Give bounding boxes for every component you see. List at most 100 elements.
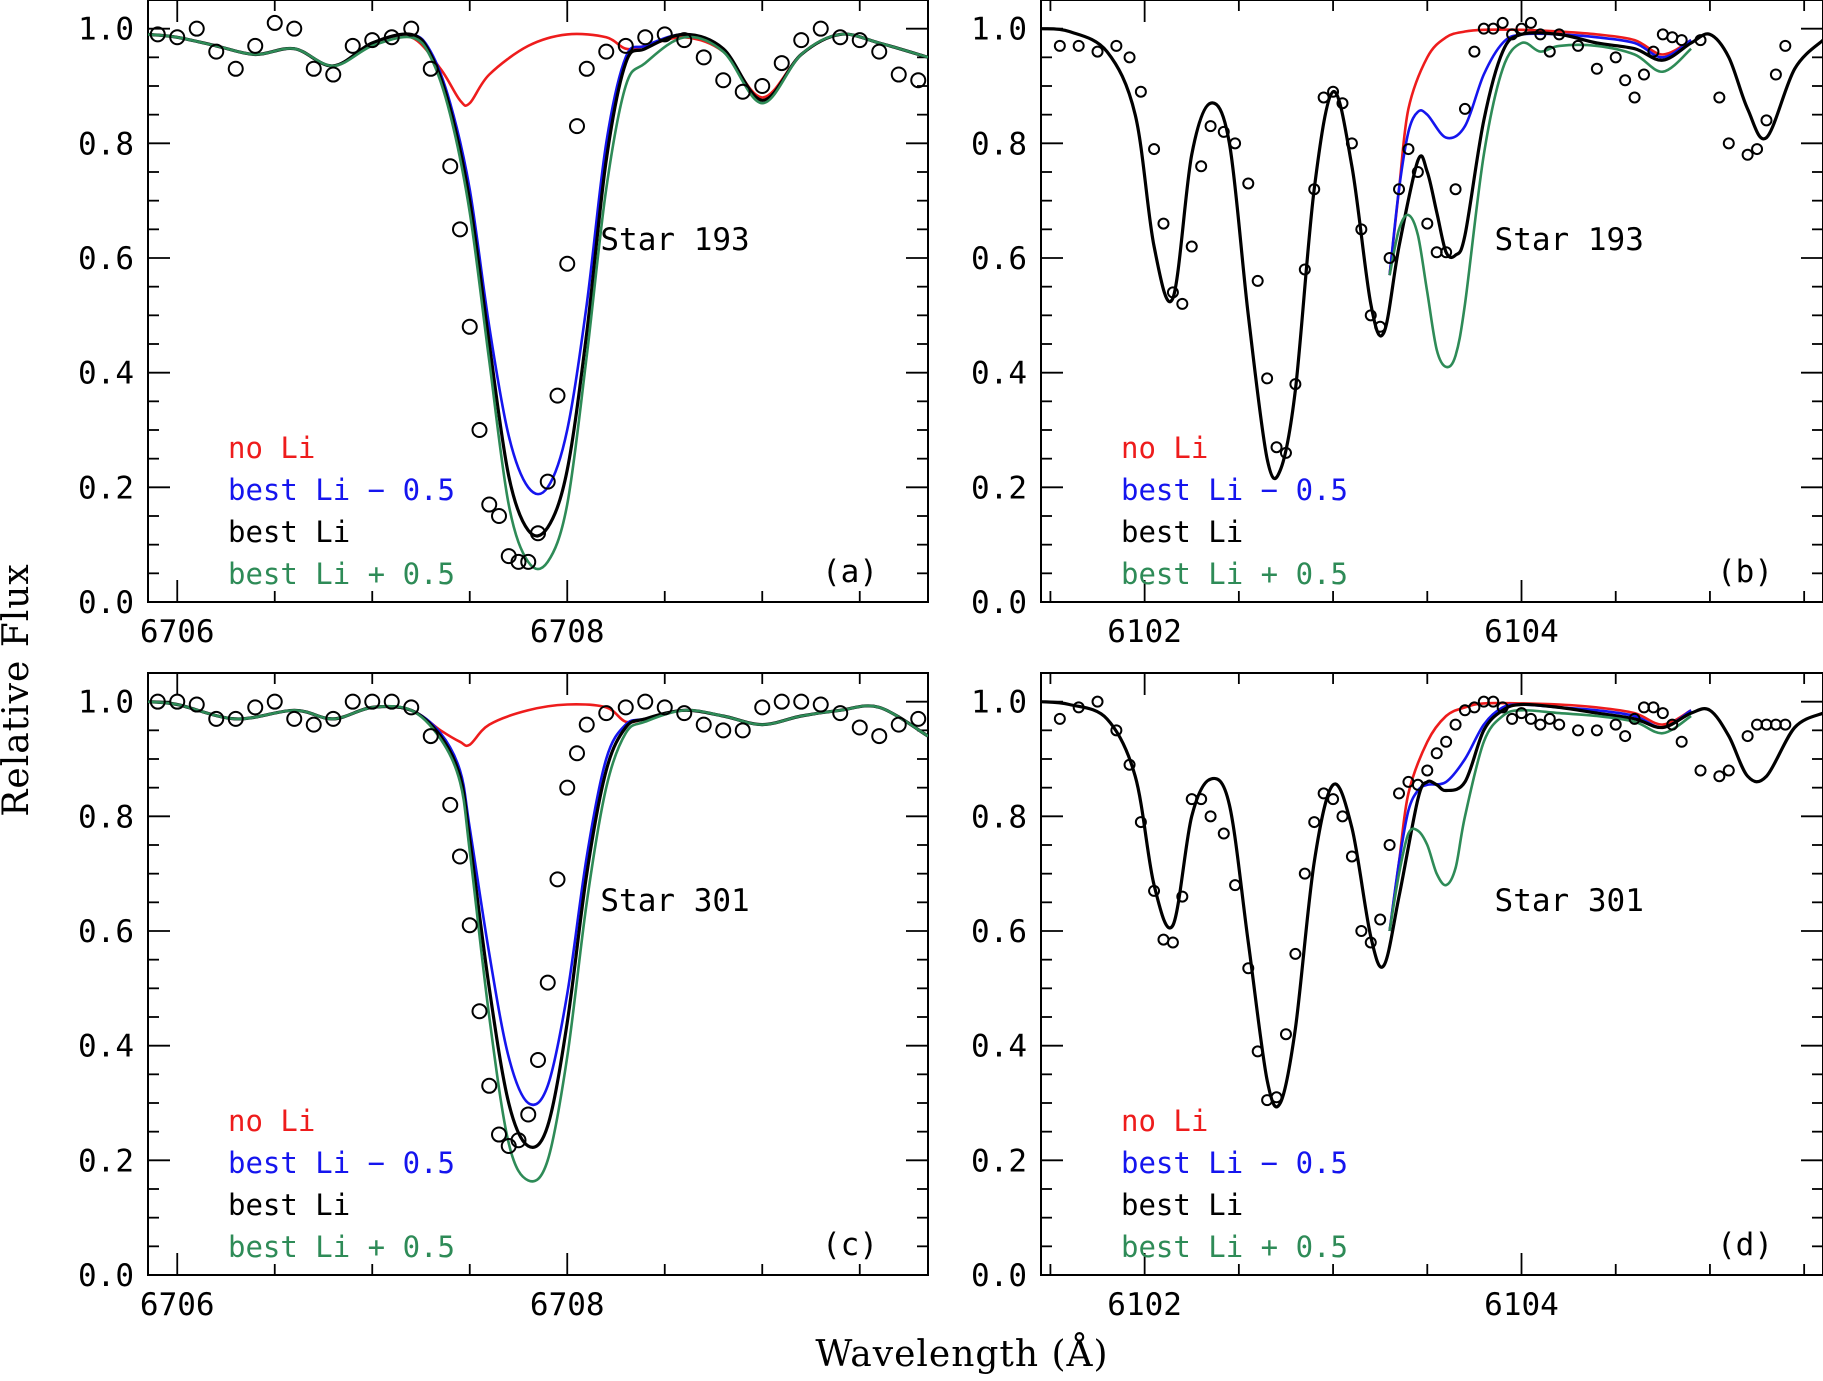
- y-tick-label: 0.2: [971, 470, 1027, 506]
- y-tick-label: 0.0: [78, 1258, 134, 1294]
- observed-point: [598, 43, 615, 60]
- observed-point: [1317, 787, 1330, 800]
- y-tick-label: 0.8: [78, 799, 134, 835]
- observed-point: [1637, 68, 1650, 81]
- observed-point: [1374, 913, 1387, 926]
- x-tick-label: 6104: [1484, 614, 1559, 650]
- observed-point: [149, 693, 166, 710]
- legend-item-plus: best Li + 0.5: [1121, 1230, 1348, 1264]
- observed-point: [1534, 28, 1547, 41]
- y-tick-label: 0.6: [78, 914, 134, 950]
- series-no_li: [148, 700, 928, 748]
- observed-point: [559, 779, 576, 796]
- observed-point: [871, 728, 888, 745]
- observed-point: [1364, 936, 1377, 949]
- series-no_li: [1388, 28, 1692, 276]
- y-tick-label: 0.6: [971, 241, 1027, 277]
- observed-point: [471, 422, 488, 438]
- observed-point: [1449, 183, 1462, 196]
- observed-point: [266, 14, 283, 31]
- observed-point: [1647, 45, 1660, 58]
- observed-point: [851, 719, 868, 736]
- y-tick-label: 1.0: [971, 12, 1027, 48]
- observed-point: [305, 716, 322, 733]
- series-best: [148, 700, 928, 1149]
- observed-point: [1110, 724, 1123, 737]
- legend-item-no_li: no Li: [228, 1104, 315, 1138]
- observed-point: [812, 696, 829, 713]
- observed-point: [1123, 51, 1136, 64]
- observed-point: [442, 796, 459, 813]
- observed-point: [734, 83, 751, 100]
- observed-point: [1166, 286, 1179, 299]
- legend-item-plus: best Li + 0.5: [228, 557, 455, 591]
- observed-point: [598, 705, 615, 722]
- observed-point: [344, 37, 361, 54]
- y-tick-label: 0.4: [971, 1029, 1027, 1065]
- observed-point: [617, 37, 634, 54]
- observed-point: [1458, 102, 1471, 115]
- observed-point: [1430, 747, 1443, 760]
- observed-point: [910, 72, 927, 89]
- observed-point: [1345, 137, 1358, 150]
- observed-point: [1628, 712, 1641, 725]
- panel-b: 0.0 0.2 0.4 0.6 0.8 1.0 6102 6104 Star 193 no Li b…: [971, 0, 1823, 650]
- observed-point: [1110, 39, 1123, 52]
- observed-point: [491, 1126, 507, 1143]
- y-tick-label: 0.0: [971, 585, 1027, 621]
- observed-point: [1543, 45, 1556, 58]
- observed-point: [403, 20, 420, 37]
- observed-point: [1741, 730, 1754, 743]
- observed-point: [1327, 793, 1340, 806]
- legend-item-minus: best Li − 0.5: [228, 473, 455, 507]
- observed-point: [1053, 39, 1066, 52]
- observed-point: [1289, 378, 1302, 391]
- observed-point: [481, 1077, 498, 1094]
- x-axis-title: Wavelength (Å): [815, 1333, 1108, 1375]
- observed-point: [1364, 309, 1377, 322]
- observed-point: [491, 508, 507, 524]
- panel-tag: (d): [1717, 1227, 1773, 1263]
- observed-point: [452, 221, 468, 238]
- panel-frame: [147, 0, 929, 603]
- observed-point: [1619, 74, 1632, 87]
- observed-point: [1487, 695, 1500, 708]
- observed-point: [1072, 39, 1085, 52]
- observed-point: [1185, 240, 1198, 253]
- observed-point: [539, 974, 556, 991]
- x-tick-label: 6102: [1107, 614, 1182, 650]
- observed-point: [1166, 936, 1179, 949]
- series-plus: [148, 32, 928, 571]
- observed-point: [1751, 143, 1764, 156]
- star-label: Star 301: [600, 883, 749, 919]
- observed-point: [530, 1052, 546, 1068]
- observed-point: [1176, 890, 1189, 903]
- observed-point: [1336, 97, 1349, 110]
- observed-point: [1590, 62, 1603, 75]
- observed-point: [1383, 252, 1396, 264]
- observed-point: [1204, 120, 1217, 133]
- observed-point: [1590, 724, 1603, 737]
- observed-point: [422, 728, 439, 745]
- observed-point: [530, 525, 546, 542]
- x-tick-label: 6706: [140, 1287, 215, 1323]
- observed-point: [1713, 91, 1726, 104]
- observed-point: [364, 32, 381, 49]
- y-tick-label: 0.0: [971, 1258, 1027, 1294]
- y-tick-label: 1.0: [971, 685, 1027, 721]
- observed-point: [1779, 39, 1792, 52]
- observed-point: [656, 699, 673, 716]
- observed-point: [1091, 695, 1104, 708]
- observed-point: [1609, 718, 1622, 731]
- observed-point: [734, 722, 751, 739]
- observed-point: [1204, 810, 1217, 823]
- observed-point: [1769, 68, 1782, 81]
- series-minus: [148, 700, 928, 1107]
- observed-point: [383, 29, 400, 46]
- star-label: Star 301: [1495, 883, 1644, 919]
- observed-point: [578, 716, 595, 733]
- star-label: Star 193: [600, 222, 749, 258]
- observed-point: [1091, 45, 1104, 58]
- observed-point: [1355, 223, 1368, 236]
